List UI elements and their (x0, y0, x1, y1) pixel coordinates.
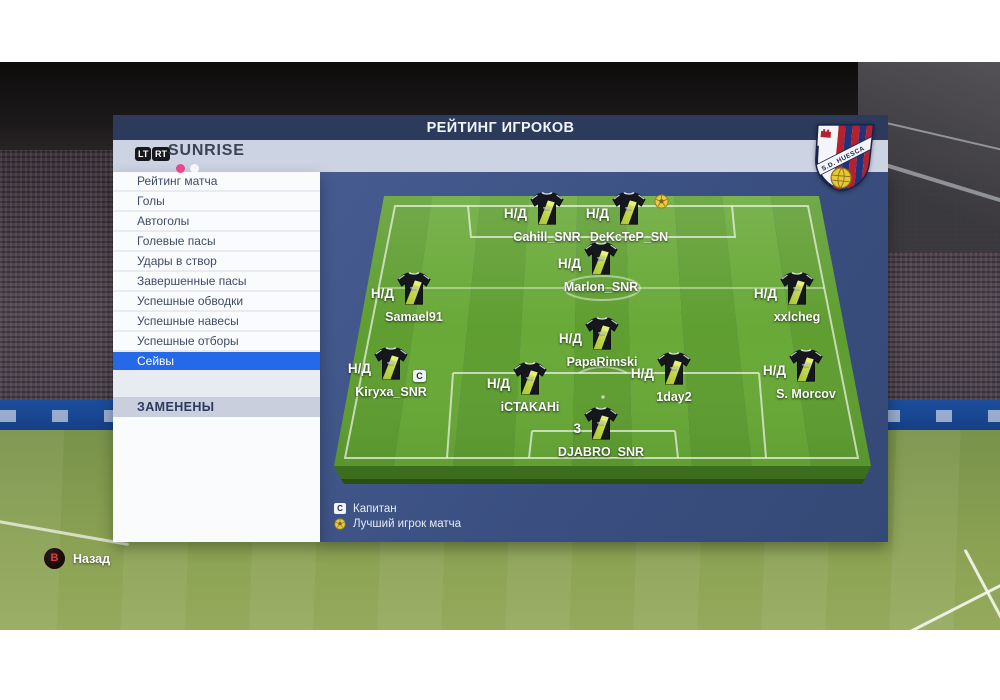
player-shirt-icon (655, 350, 693, 388)
sidebar-item[interactable]: Голевые пасы (113, 232, 320, 250)
player-name: 1day2 (656, 390, 692, 404)
page-dot-inactive (190, 164, 199, 173)
player-name: Kiryxa_SNR (355, 385, 427, 399)
player-shirt-icon (583, 315, 621, 353)
player-name: xxlcheg (773, 310, 821, 324)
page-title: РЕЙТИНГ ИГРОКОВ (113, 115, 888, 140)
player-shirt-icon (582, 240, 620, 278)
back-label: Назад (73, 551, 111, 566)
sidebar-item[interactable]: Успешные навесы (113, 312, 320, 330)
sidebar-item[interactable]: Удары в створ (113, 252, 320, 270)
sidebar-item[interactable]: Успешные отборы (113, 332, 320, 350)
player-rating: Н/Д (503, 206, 527, 221)
player-rating: Н/Д (762, 363, 786, 378)
back-control[interactable]: B Назад (44, 548, 110, 569)
page-dot-active (176, 164, 185, 173)
motm-ball-icon (654, 194, 669, 209)
sidebar-item[interactable]: Сейвы (113, 352, 320, 370)
captain-legend-label: Капитан (353, 502, 397, 515)
pitch-markings (343, 205, 860, 459)
player-shirt-icon (395, 270, 433, 308)
player-rating: Н/Д (370, 286, 394, 301)
sidebar-item[interactable]: Голы (113, 192, 320, 210)
player-shirt-icon (778, 270, 816, 308)
sidebar-item[interactable]: Успешные обводки (113, 292, 320, 310)
pitch-legend: C Капитан Лучший игрок матча (334, 501, 461, 531)
motm-ball-icon (334, 518, 346, 530)
sidebar-item[interactable]: Рейтинг матча (113, 172, 320, 190)
club-badge-icon: S.D. HUESCA (813, 120, 875, 192)
player-rating: Н/Д (630, 366, 654, 381)
motm-legend-label: Лучший игрок матча (353, 517, 462, 530)
player-shirt-icon (528, 190, 566, 228)
player-rating: 3 (573, 421, 581, 436)
player-name: DJABRO_SNR (557, 445, 645, 459)
player-shirt-icon (582, 405, 620, 443)
player-rating: Н/Д (557, 256, 581, 271)
player-shirt-icon (511, 360, 549, 398)
player-rating: Н/Д (347, 361, 371, 376)
sidebar-list: Рейтинг матча Голы Автоголы Голевые пасы Уда… (113, 172, 320, 372)
player-name: DeKcTeP_SN (589, 230, 669, 244)
player-shirt-icon (372, 345, 410, 383)
player-name: iCTAKAHi (500, 400, 560, 414)
team-name: SUNRISE (168, 142, 245, 159)
player-shirt-icon (787, 347, 825, 385)
captain-badge-icon: C (413, 370, 426, 382)
player-rating: Н/Д (486, 376, 510, 391)
player-name: Marlon_SNR (563, 280, 639, 294)
player-name: Samael91 (385, 310, 443, 324)
sidebar-empty-area (113, 417, 320, 542)
sidebar-item[interactable]: Автоголы (113, 212, 320, 230)
player-name: PapaRimski (566, 355, 638, 369)
sidebar: Рейтинг матча Голы Автоголы Голевые пасы Уда… (113, 172, 320, 542)
player-shirt-icon (610, 190, 648, 228)
sidebar-gap (113, 372, 320, 397)
lt-button-icon[interactable]: LT (135, 147, 152, 161)
sidebar-section-header: ЗАМЕНЕНЫ (113, 397, 320, 417)
team-header-bar: LT RT (113, 140, 888, 172)
rt-button-icon[interactable]: RT (152, 147, 170, 161)
player-rating: Н/Д (585, 206, 609, 221)
player-rating: Н/Д (753, 286, 777, 301)
b-button-icon[interactable]: B (44, 548, 65, 569)
player-name: Cahill_SNR (513, 230, 581, 244)
player-name: S. Morcov (776, 387, 836, 401)
player-rating: Н/Д (558, 331, 582, 346)
sidebar-item[interactable]: Завершенные пасы (113, 272, 320, 290)
captain-badge-icon: C (334, 503, 346, 514)
